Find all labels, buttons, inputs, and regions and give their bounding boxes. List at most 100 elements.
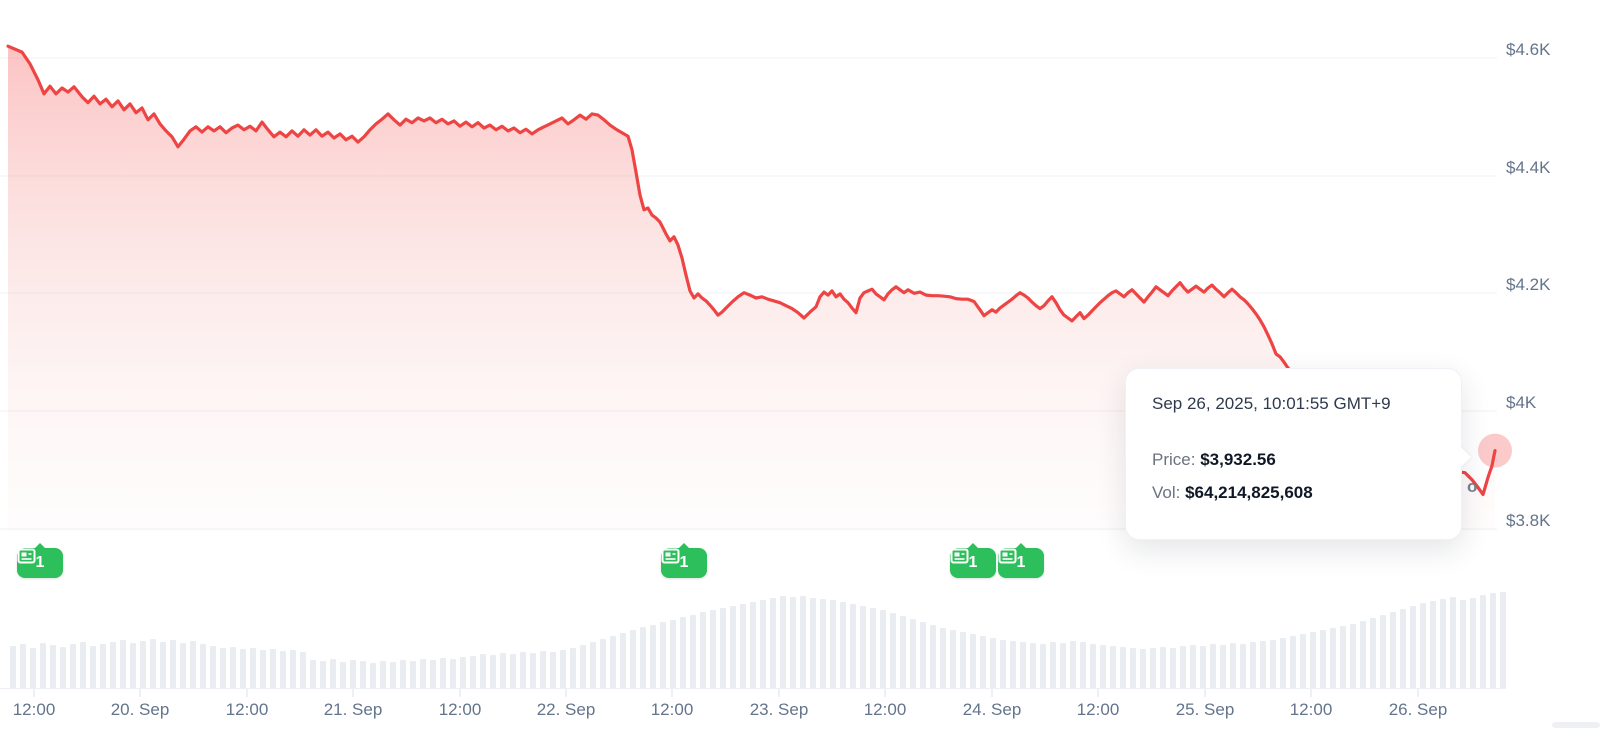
volume-bar: [1030, 643, 1036, 688]
volume-bar: [820, 599, 826, 688]
volume-bar: [210, 646, 216, 688]
x-axis-label: 12:00: [863, 700, 907, 719]
news-badge[interactable]: 1: [950, 548, 996, 578]
volume-bar: [840, 602, 846, 688]
volume-bar: [710, 610, 716, 688]
volume-bar: [1380, 615, 1386, 688]
volume-bar: [180, 643, 186, 688]
news-badge[interactable]: 1: [998, 548, 1044, 578]
volume-bar: [830, 600, 836, 688]
volume-bar: [1020, 642, 1026, 688]
price-line: [6, 44, 1497, 497]
volume-bar: [730, 606, 736, 688]
volume-bar: [270, 649, 276, 688]
volume-bar: [780, 596, 786, 688]
volume-bar: [1240, 644, 1246, 688]
volume-bar: [1210, 644, 1216, 688]
volume-bar: [1340, 626, 1346, 688]
volume-bar: [1170, 648, 1176, 688]
volume-bar: [900, 616, 906, 688]
volume-bar: [1180, 646, 1186, 688]
volume-bar: [990, 638, 996, 688]
volume-bar: [1330, 628, 1336, 688]
volume-bar: [1220, 645, 1226, 688]
news-icon: [17, 548, 36, 564]
volume-bar: [540, 651, 546, 688]
news-badge[interactable]: 1: [17, 548, 63, 578]
volume-bar: [30, 648, 36, 688]
y-axis-label: $4K: [1506, 393, 1537, 412]
volume-bar: [970, 634, 976, 688]
volume-bar: [580, 645, 586, 688]
volume-bar: [670, 620, 676, 688]
y-axis-label: $3.8K: [1506, 511, 1551, 530]
volume-bar: [880, 610, 886, 688]
x-axis-label: 12:00: [438, 700, 482, 719]
volume-bar: [500, 653, 506, 688]
volume-bar: [740, 604, 746, 688]
horizontal-scrollbar-thumb[interactable]: [1552, 722, 1600, 728]
volume-bar: [1500, 592, 1506, 688]
volume-bar: [1410, 606, 1416, 688]
volume-bar: [560, 650, 566, 688]
volume-bar: [290, 650, 296, 688]
news-icon: [661, 548, 680, 564]
volume-bar: [1110, 646, 1116, 688]
volume-bar: [770, 598, 776, 688]
volume-bar: [1200, 646, 1206, 688]
volume-bar: [1150, 648, 1156, 688]
volume-bar: [1080, 642, 1086, 688]
volume-bar: [1230, 643, 1236, 688]
volume-bar: [1430, 601, 1436, 688]
volume-bar: [1270, 640, 1276, 688]
volume-bar: [1350, 624, 1356, 688]
volume-bar: [1250, 642, 1256, 688]
volume-bar: [1480, 595, 1486, 688]
volume-bar: [1060, 643, 1066, 688]
price-area-fill: [8, 46, 1495, 531]
volume-bar: [1140, 649, 1146, 688]
volume-bar: [1450, 597, 1456, 688]
volume-bar: [90, 646, 96, 688]
volume-bar: [1280, 638, 1286, 688]
tooltip-volume-label: Vol:: [1152, 483, 1181, 502]
y-axis-label: $4.4K: [1506, 158, 1551, 177]
volume-bar: [120, 640, 126, 688]
volume-bar: [150, 639, 156, 688]
volume-bar: [510, 654, 516, 688]
x-axis-label: 23. Sep: [749, 700, 809, 719]
volume-bar: [110, 642, 116, 688]
volume-bar: [240, 649, 246, 688]
volume-bar: [390, 662, 396, 688]
x-axis-label: 24. Sep: [962, 700, 1022, 719]
x-axis-label: 21. Sep: [323, 700, 383, 719]
volume-bar: [170, 640, 176, 688]
news-icon: [998, 548, 1017, 564]
volume-bar: [130, 643, 136, 688]
volume-bar: [980, 636, 986, 688]
x-axis-label: 12:00: [650, 700, 694, 719]
volume-bar: [280, 651, 286, 688]
volume-bar: [890, 613, 896, 688]
volume-bar: [1090, 644, 1096, 688]
y-axis-label: $4.6K: [1506, 40, 1551, 59]
volume-bar: [1050, 642, 1056, 688]
x-axis-label: 26. Sep: [1388, 700, 1448, 719]
volume-bar: [960, 632, 966, 688]
tooltip-date: Sep 26, 2025, 10:01:55 GMT+9: [1152, 394, 1391, 413]
tooltip-volume-value: $64,214,825,608: [1185, 483, 1313, 502]
volume-bar: [1490, 593, 1496, 688]
volume-bar: [950, 630, 956, 688]
volume-bar: [600, 639, 606, 688]
volume-bar: [850, 604, 856, 688]
volume-bar: [200, 644, 206, 688]
news-badge[interactable]: 1: [661, 548, 707, 578]
volume-bar: [700, 612, 706, 688]
volume-bar: [640, 627, 646, 688]
volume-bar: [1040, 644, 1046, 688]
volume-bar: [1370, 618, 1376, 688]
volume-bar: [260, 650, 266, 688]
volume-bar: [360, 661, 366, 688]
